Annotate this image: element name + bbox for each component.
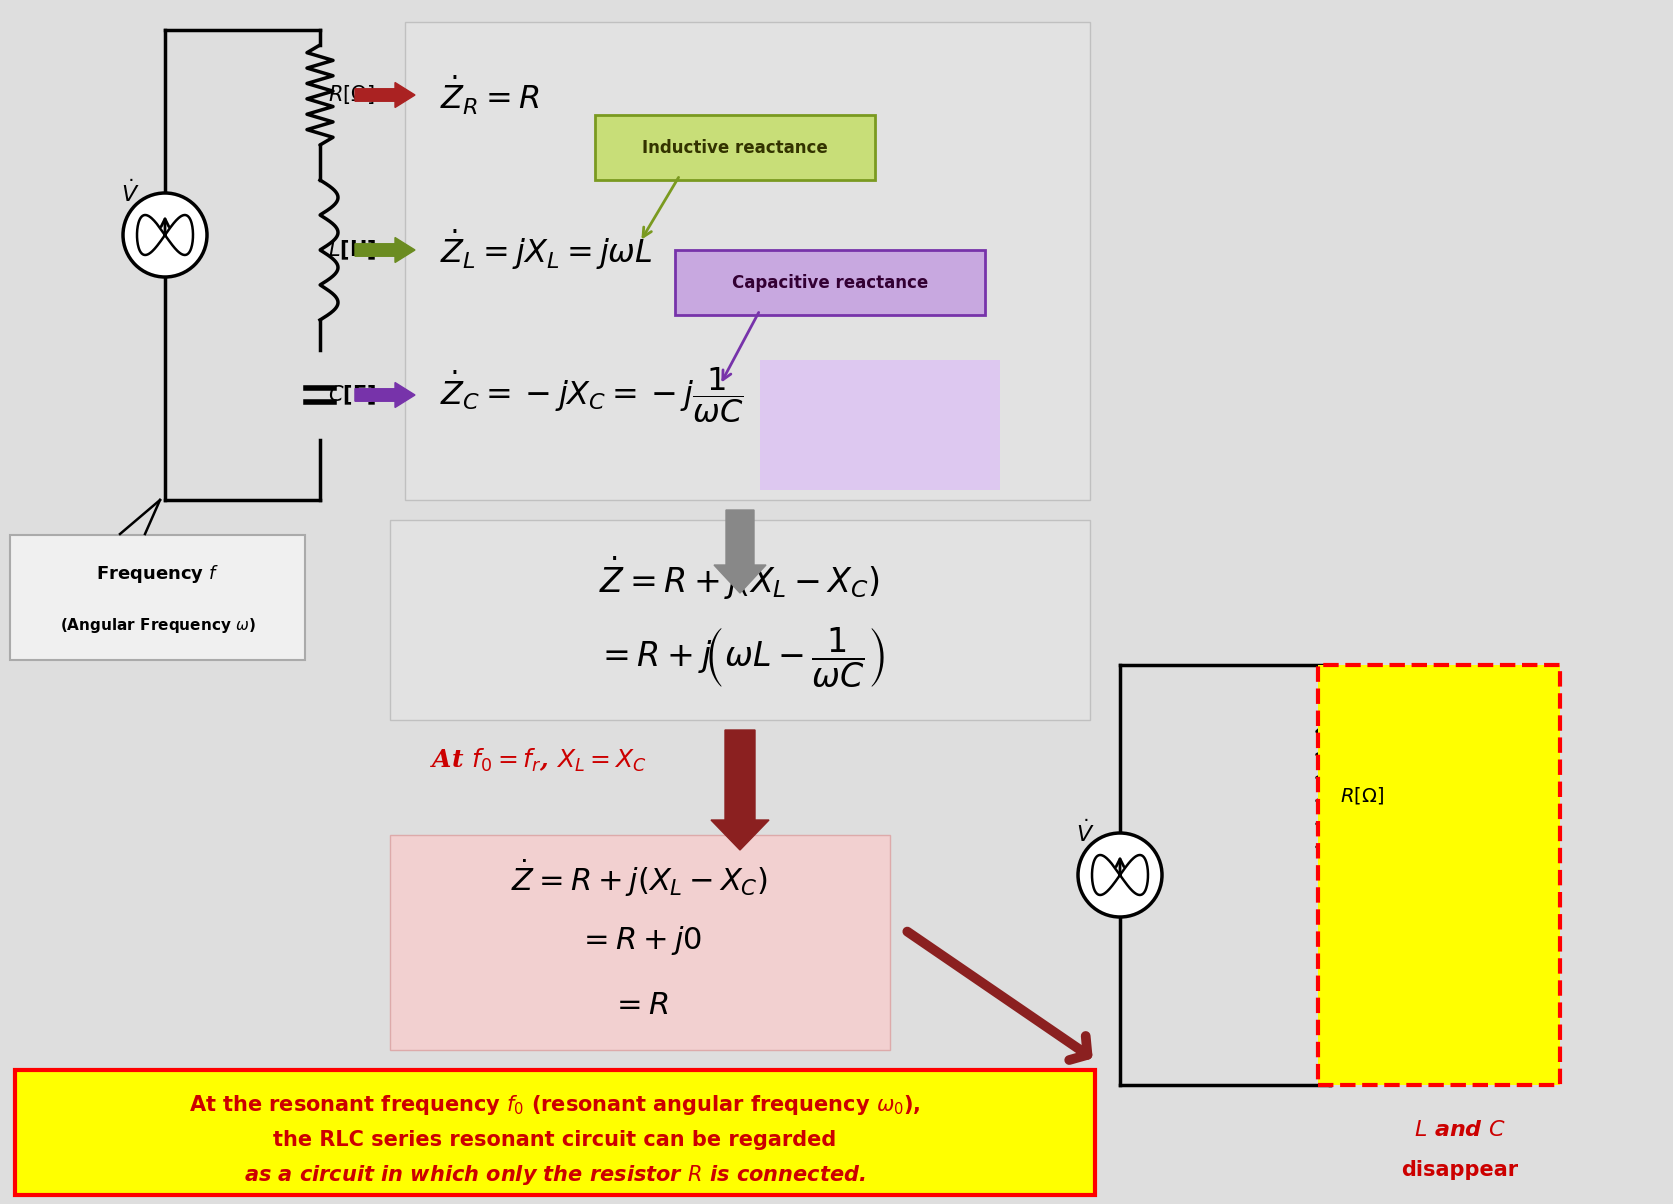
Text: $R[\Omega]$: $R[\Omega]$ bbox=[328, 83, 375, 106]
Text: disappear: disappear bbox=[1402, 1159, 1519, 1180]
Circle shape bbox=[124, 193, 207, 277]
Text: $\dot{Z} = R + j(X_L - X_C)$: $\dot{Z} = R + j(X_L - X_C)$ bbox=[512, 857, 768, 899]
Text: $\dot{Z} = R + j(X_L - X_C)$: $\dot{Z} = R + j(X_L - X_C)$ bbox=[599, 554, 880, 602]
FancyBboxPatch shape bbox=[1318, 665, 1559, 1085]
FancyBboxPatch shape bbox=[15, 1070, 1096, 1196]
Text: $\dot{Z}_L = jX_L = j\omega L$: $\dot{Z}_L = jX_L = j\omega L$ bbox=[440, 228, 652, 272]
Text: Capacitive reactance: Capacitive reactance bbox=[731, 275, 929, 293]
FancyBboxPatch shape bbox=[674, 250, 985, 315]
FancyBboxPatch shape bbox=[405, 22, 1091, 500]
Text: $= R$: $= R$ bbox=[611, 990, 669, 1021]
Text: $L$[H]: $L$[H] bbox=[328, 238, 376, 261]
FancyArrow shape bbox=[355, 83, 415, 107]
Text: the RLC series resonant circuit can be regarded: the RLC series resonant circuit can be r… bbox=[273, 1131, 836, 1150]
Text: $\dot{V}$: $\dot{V}$ bbox=[120, 179, 139, 206]
FancyBboxPatch shape bbox=[760, 360, 1000, 490]
FancyArrow shape bbox=[355, 383, 415, 407]
Text: as a circuit in which only the resistor $R$ is connected.: as a circuit in which only the resistor … bbox=[244, 1163, 867, 1187]
Text: (Angular Frequency $\omega$): (Angular Frequency $\omega$) bbox=[60, 615, 256, 635]
FancyBboxPatch shape bbox=[596, 116, 875, 181]
Text: $C$[F]: $C$[F] bbox=[328, 383, 376, 407]
Text: $\dot{Z}_C = -jX_C = -j\dfrac{1}{\omega C}$: $\dot{Z}_C = -jX_C = -j\dfrac{1}{\omega … bbox=[440, 365, 744, 425]
Text: Frequency $f$: Frequency $f$ bbox=[97, 563, 219, 585]
Text: At the resonant frequency $f_0$ (resonant angular frequency $\omega_0$),: At the resonant frequency $f_0$ (resonan… bbox=[189, 1093, 920, 1117]
Circle shape bbox=[1077, 833, 1163, 917]
FancyArrow shape bbox=[355, 237, 415, 262]
Text: $\dot{V}$: $\dot{V}$ bbox=[1076, 820, 1094, 846]
Text: Inductive reactance: Inductive reactance bbox=[642, 138, 828, 157]
FancyBboxPatch shape bbox=[10, 535, 304, 660]
FancyBboxPatch shape bbox=[390, 520, 1091, 720]
Text: $\dot{Z}_R = R$: $\dot{Z}_R = R$ bbox=[440, 73, 540, 117]
Text: $= R + j\!\left(\omega L - \dfrac{1}{\omega C}\right)$: $= R + j\!\left(\omega L - \dfrac{1}{\om… bbox=[596, 626, 885, 690]
FancyArrow shape bbox=[711, 730, 770, 850]
FancyBboxPatch shape bbox=[390, 836, 890, 1050]
Text: $= R + j0$: $= R + j0$ bbox=[579, 923, 703, 956]
Text: $R[\Omega]$: $R[\Omega]$ bbox=[1340, 785, 1384, 805]
Text: $L$ and $C$: $L$ and $C$ bbox=[1414, 1120, 1506, 1140]
FancyArrow shape bbox=[714, 510, 766, 594]
Text: At $f_0 = f_r$, $X_L = X_C$: At $f_0 = f_r$, $X_L = X_C$ bbox=[430, 746, 646, 774]
